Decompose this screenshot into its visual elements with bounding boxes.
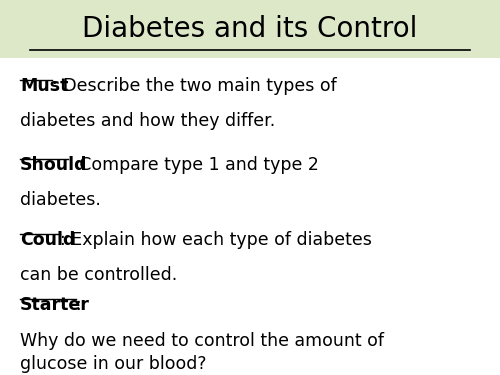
Text: can be controlled.: can be controlled. — [20, 266, 177, 284]
Text: Could: Could — [20, 231, 76, 249]
Text: Starter: Starter — [20, 296, 90, 314]
Text: Must: Must — [20, 77, 68, 95]
Text: Diabetes and its Control: Diabetes and its Control — [82, 15, 417, 43]
Text: : Compare type 1 and type 2: : Compare type 1 and type 2 — [68, 156, 319, 174]
Text: Why do we need to control the amount of
glucose in our blood?: Why do we need to control the amount of … — [20, 332, 384, 374]
Text: : Explain how each type of diabetes: : Explain how each type of diabetes — [60, 231, 372, 249]
FancyBboxPatch shape — [0, 0, 500, 58]
Text: diabetes and how they differ.: diabetes and how they differ. — [20, 112, 275, 130]
Text: Should: Should — [20, 156, 87, 174]
Text: diabetes.: diabetes. — [20, 191, 101, 209]
Text: : Describe the two main types of: : Describe the two main types of — [52, 77, 337, 95]
Text: :: : — [76, 296, 82, 314]
